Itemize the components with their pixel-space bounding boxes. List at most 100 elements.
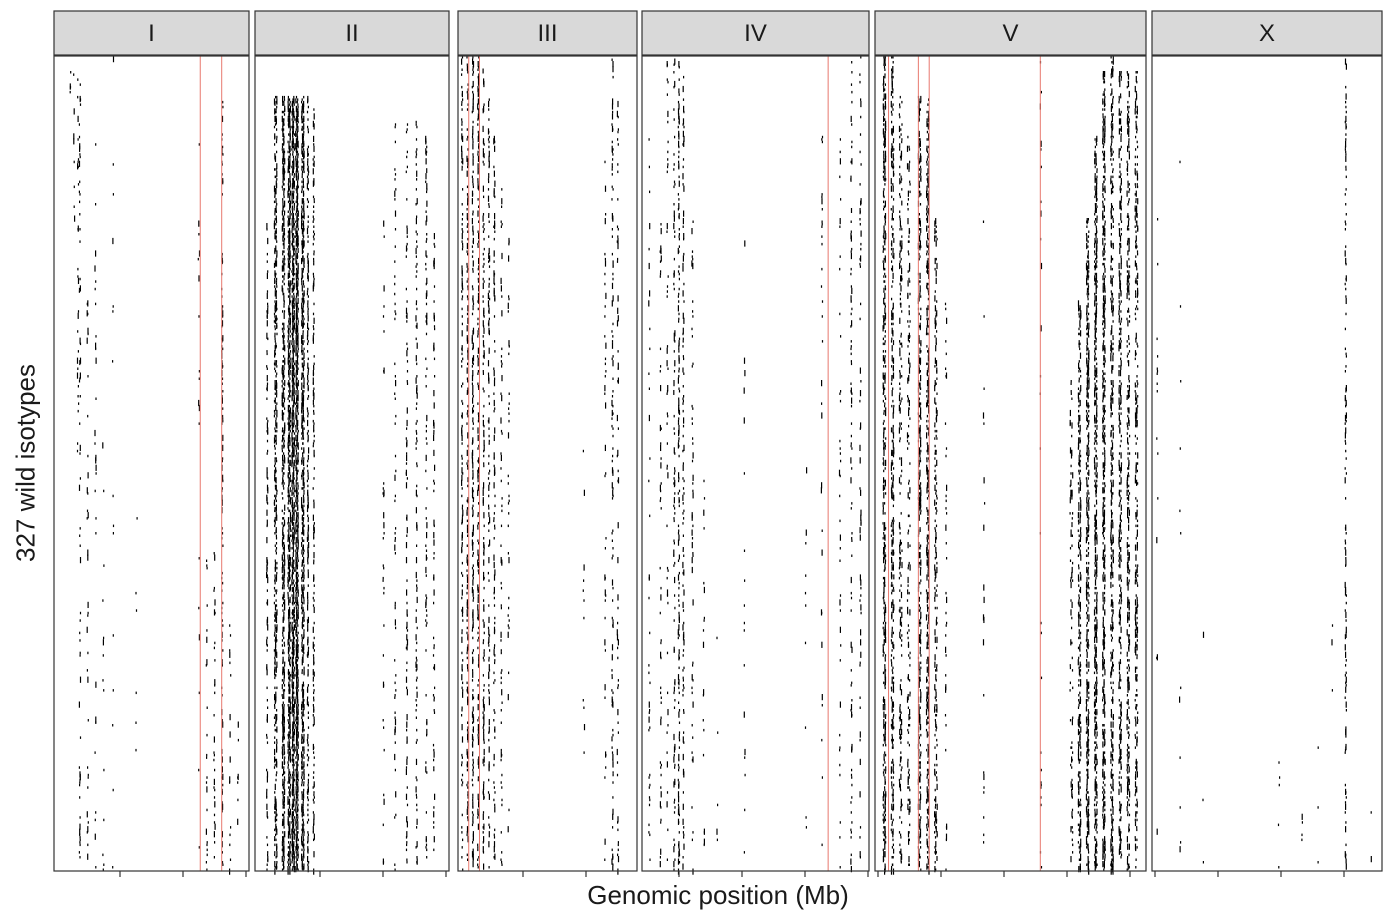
variant-mark	[291, 342, 293, 346]
variant-mark	[135, 591, 137, 595]
variant-mark	[472, 345, 474, 348]
variant-mark	[405, 557, 408, 564]
variant-mark	[302, 811, 304, 814]
variant-mark	[287, 671, 289, 675]
variant-mark	[287, 639, 289, 646]
variant-mark	[296, 766, 298, 769]
variant-mark	[302, 302, 305, 306]
variant-mark	[275, 315, 277, 322]
variant-mark	[482, 340, 485, 347]
variant-mark	[291, 696, 293, 699]
variant-mark	[266, 771, 269, 778]
variant-mark	[282, 150, 284, 154]
variant-mark	[297, 571, 299, 575]
variant-mark	[273, 320, 275, 323]
variant-mark	[288, 395, 290, 398]
variant-mark	[295, 537, 297, 544]
variant-mark	[482, 335, 484, 338]
variant-mark	[426, 522, 428, 529]
variant-mark	[287, 566, 289, 570]
variant-mark	[287, 330, 289, 333]
variant-mark	[296, 773, 298, 777]
variant-mark	[283, 140, 285, 144]
variant-mark	[482, 108, 484, 111]
variant-mark	[301, 609, 304, 612]
variant-mark	[274, 447, 276, 450]
variant-mark	[477, 664, 480, 667]
variant-mark	[303, 235, 305, 238]
variant-mark	[302, 118, 304, 121]
variant-mark	[295, 793, 298, 797]
variant-mark	[293, 240, 295, 243]
variant-mark	[283, 626, 285, 630]
variant-mark	[296, 728, 298, 732]
variant-mark	[483, 262, 485, 266]
variant-mark	[302, 138, 304, 141]
variant-mark	[205, 861, 207, 864]
variant-mark	[461, 773, 464, 777]
variant-mark	[275, 547, 278, 550]
variant-mark	[313, 218, 315, 221]
variant-mark	[283, 163, 285, 166]
variant-mark	[462, 574, 464, 577]
variant-mark	[467, 340, 469, 343]
variant-mark	[296, 262, 298, 266]
variant-mark	[296, 260, 298, 263]
variant-mark	[488, 738, 490, 742]
variant-mark	[478, 716, 480, 719]
variant-mark	[292, 724, 294, 731]
variant-mark	[296, 731, 298, 734]
variant-mark	[467, 71, 469, 74]
variant-mark	[313, 584, 315, 587]
variant-mark	[415, 337, 417, 341]
variant-mark	[282, 778, 284, 786]
variant-mark	[274, 811, 276, 814]
variant-mark	[307, 813, 309, 817]
variant-mark	[307, 716, 309, 719]
variant-mark	[416, 808, 418, 812]
variant-mark	[283, 150, 286, 154]
variant-mark	[283, 851, 285, 858]
variant-mark	[312, 798, 314, 802]
variant-mark	[425, 437, 427, 440]
variant-mark	[274, 469, 276, 476]
variant-mark	[382, 564, 384, 567]
variant-mark	[471, 110, 473, 114]
variant-mark	[472, 390, 474, 393]
variant-mark	[276, 818, 278, 822]
variant-mark	[293, 133, 296, 136]
variant-mark	[297, 636, 299, 640]
variant-mark	[487, 300, 490, 307]
variant-mark	[302, 307, 304, 311]
variant-mark	[295, 674, 297, 677]
variant-mark	[295, 327, 297, 334]
variant-mark	[296, 108, 298, 111]
variant-mark	[472, 287, 474, 291]
variant-mark	[472, 133, 474, 136]
variant-mark	[488, 507, 490, 510]
variant-mark	[78, 701, 80, 708]
facet-panel-iii: III	[457, 10, 638, 877]
variant-mark	[282, 497, 284, 500]
variant-mark	[307, 831, 309, 834]
variant-mark	[471, 442, 473, 445]
variant-mark	[222, 365, 224, 368]
variant-mark	[273, 125, 276, 129]
variant-mark	[433, 449, 435, 457]
variant-mark	[291, 753, 293, 757]
variant-mark	[394, 716, 396, 719]
variant-mark	[77, 228, 79, 231]
variant-mark	[472, 250, 474, 253]
variant-mark	[472, 716, 475, 723]
variant-mark	[283, 728, 285, 732]
variant-mark	[297, 180, 299, 184]
variant-mark	[303, 566, 305, 570]
variant-mark	[95, 681, 97, 688]
variant-mark	[466, 108, 469, 111]
variant-mark	[472, 768, 474, 772]
variant-mark	[291, 375, 294, 382]
variant-mark	[291, 148, 293, 151]
variant-mark	[313, 793, 315, 797]
variant-mark	[295, 272, 297, 276]
variant-mark	[296, 502, 298, 505]
